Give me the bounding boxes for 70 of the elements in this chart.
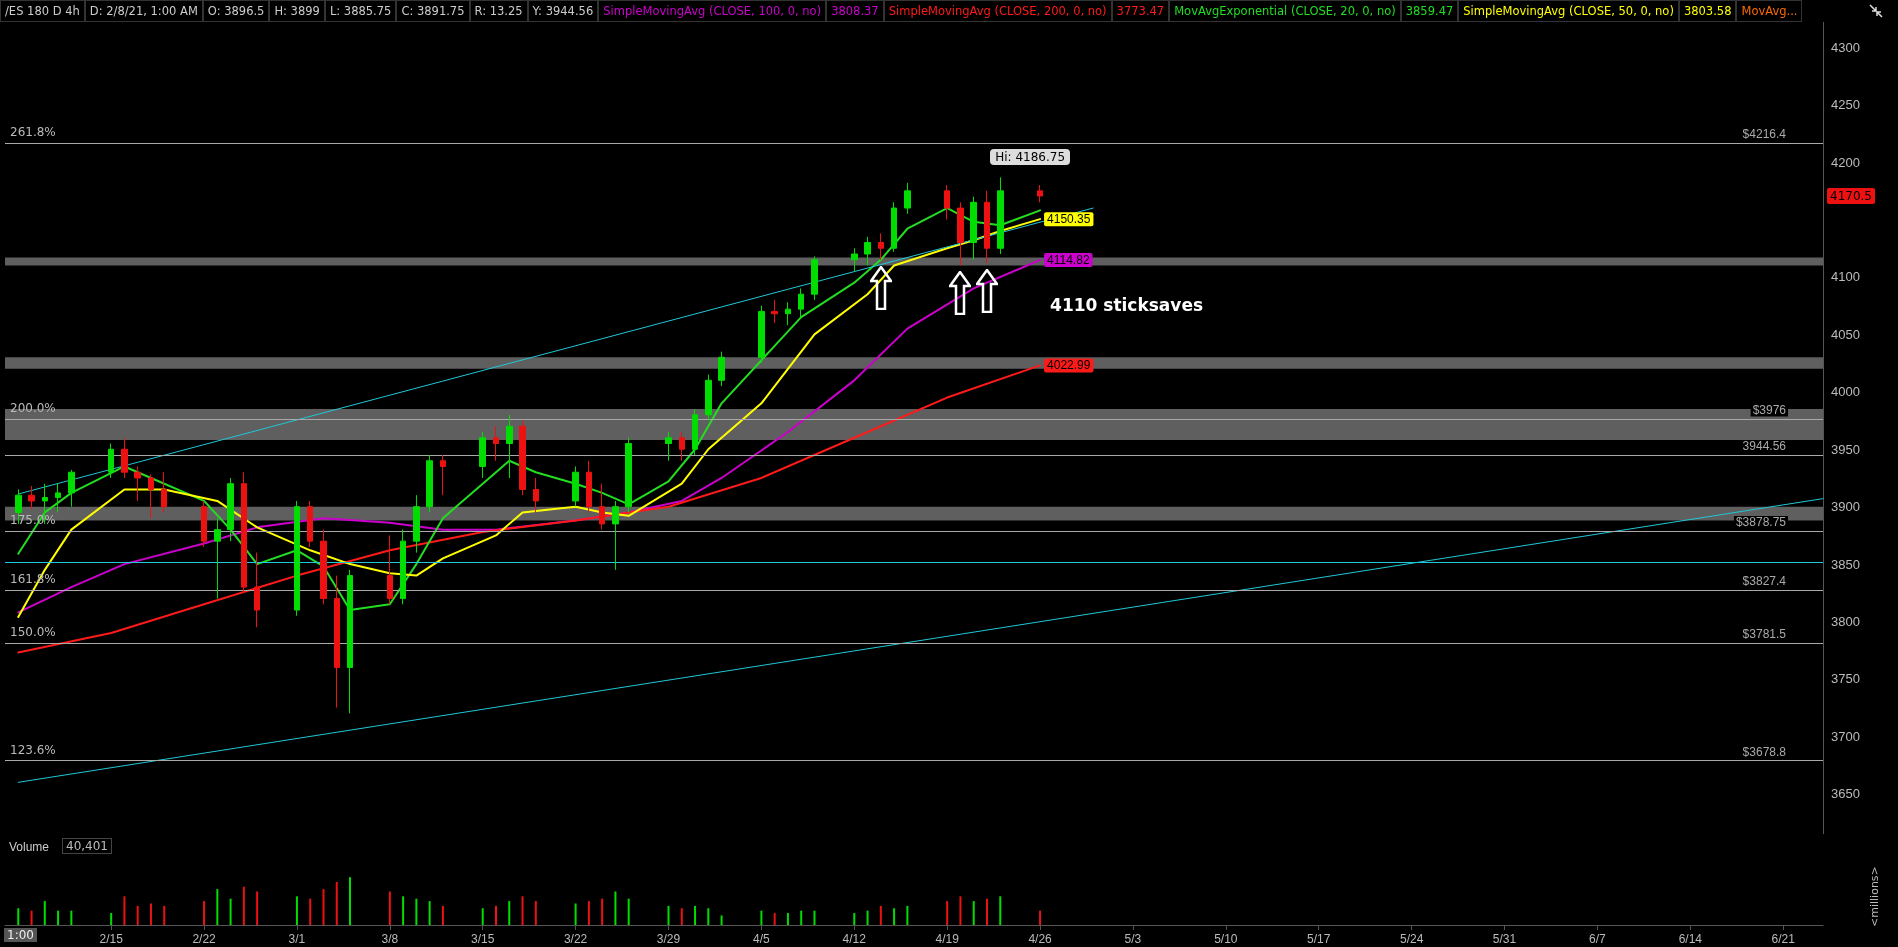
y-tick-label: 3950 [1831,441,1860,457]
chart-title: Volume [9,840,50,854]
y-tick-label: 3850 [1831,556,1860,572]
y-tick-label: 4000 [1831,384,1860,400]
ref-line-label: 3944.56 [1742,439,1787,454]
x-tick-label: 2/22 [192,932,217,946]
x-tick-label: 4/19 [935,932,960,946]
text: 1:00 [4,928,37,942]
text: O: 3896.5 [202,0,270,22]
text: D: 2/8/21, 1:00 AM [84,0,203,22]
y-tick-label: 4200 [1831,154,1860,170]
text: 3859.47 [1400,0,1459,22]
y-tick-label: 4300 [1831,39,1860,55]
data-label: 4022.99 [1047,358,1091,373]
x-tick-label: 6/21 [1771,932,1796,946]
x-tick-label: 4/5 [753,932,771,946]
y-tick-label: 4050 [1831,326,1860,342]
text: SimpleMovingAvg (CLOSE, 100, 0, no) [598,0,827,22]
text: 3803.58 [1678,0,1737,22]
annotation: 261.8% [10,125,56,140]
text: C: 3891.75 [396,0,470,22]
data-label: 4150.35 [1047,212,1091,227]
text: MovAvgExponential (CLOSE, 20, 0, no) [1169,0,1401,22]
annotation: 150.0% [10,624,56,639]
text: 4170.5 [1830,189,1872,203]
y-tick-label: 3700 [1831,728,1860,744]
ref-line-label: $3781.5 [1742,626,1787,641]
x-tick-label: 5/24 [1399,932,1424,946]
annotation: 200.0% [10,401,56,416]
text: 3773.47 [1111,0,1170,22]
text: MovAvg... [1736,0,1803,22]
text: R: 13.25 [469,0,528,22]
annotation: 4110 sticksaves [1050,295,1204,316]
text: SimpleMovingAvg (CLOSE, 50, 0, no) [1458,0,1679,22]
x-tick-label: 5/17 [1307,932,1331,946]
text: Y: 3944.56 [527,0,599,22]
x-tick-label: 5/3 [1124,932,1142,946]
y-tick-label: 4250 [1831,97,1860,113]
data-label: 4114.82 [1047,252,1090,267]
y-tick-label: 3650 [1831,786,1860,802]
y-tick-label: 3900 [1831,499,1860,515]
x-tick-label: 5/10 [1214,932,1238,946]
text: 3808.37 [826,0,884,22]
annotation: 123.6% [10,742,56,757]
text: H: 3899 [269,0,325,22]
ref-line-label: $3678.8 [1742,744,1787,759]
x-tick-label: 3/1 [288,932,306,946]
text: 40,401 [62,838,112,854]
y-tick-label: 3750 [1831,671,1860,687]
ref-line-label: $4216.4 [1742,127,1787,142]
text: /ES 180 D 4h [0,0,85,22]
y-axis-title: <millions> [1868,866,1881,927]
ref-line-label: $3976 [1752,403,1787,418]
text: SimpleMovingAvg (CLOSE, 200, 0, no) [883,0,1112,22]
x-tick-label: 3/15 [471,932,495,946]
x-tick-label: 4/26 [1028,932,1053,946]
x-tick-label: 3/22 [563,932,588,946]
x-tick-label: 3/8 [381,932,399,946]
annotation: Hi: 4186.75 [990,149,1071,166]
ref-line-label: $3878.75 [1735,515,1787,530]
x-tick-label: 6/7 [1589,932,1607,946]
x-tick-label: 3/29 [656,932,681,946]
ref-line-label: $3827.4 [1742,574,1787,589]
y-tick-label: 3800 [1831,614,1860,630]
y-tick-label: 4100 [1831,269,1860,285]
x-tick-label: 2/15 [99,932,124,946]
text: L: 3885.75 [324,0,397,22]
x-tick-label: 5/31 [1492,932,1517,946]
x-tick-label: 6/14 [1678,932,1703,946]
x-tick-label: 4/12 [842,932,867,946]
